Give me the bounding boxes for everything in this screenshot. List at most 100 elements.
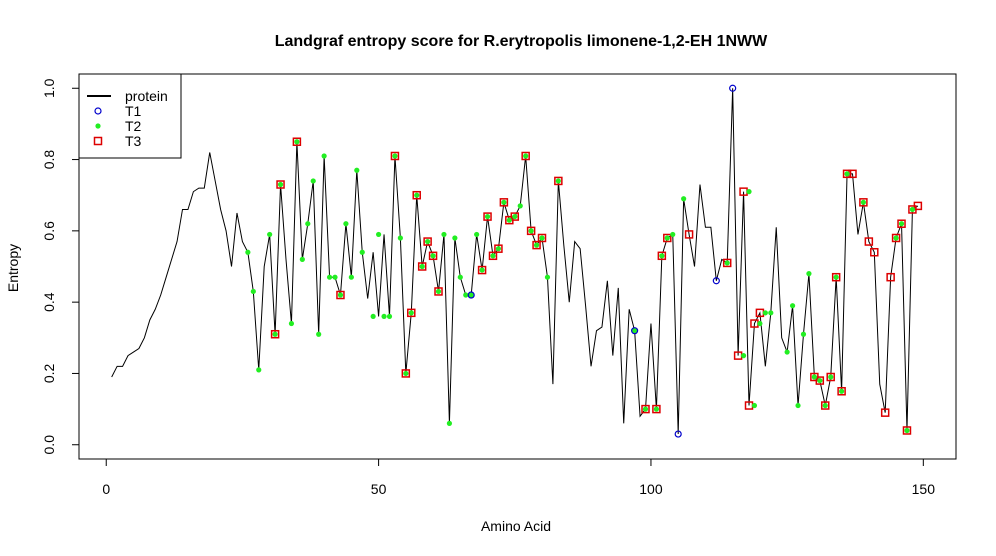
t2-point <box>822 402 828 409</box>
t3-point <box>815 376 825 385</box>
t3-point <box>837 387 846 396</box>
t2-point <box>386 313 393 320</box>
t2-point <box>441 231 447 238</box>
t2-point <box>893 235 899 241</box>
t3-point <box>276 180 285 189</box>
t3-point <box>554 176 563 186</box>
legend-t2-swatch <box>95 123 101 129</box>
t2-point <box>250 288 256 295</box>
t2-point <box>533 242 540 248</box>
t3-point <box>336 290 345 300</box>
t2-point <box>746 189 752 195</box>
t2-point <box>670 231 676 238</box>
legend-t3-swatch <box>93 136 103 146</box>
t3-point <box>417 262 427 271</box>
t2-point <box>528 228 534 234</box>
legend-label: T2 <box>125 118 142 134</box>
legend-label: T1 <box>125 103 142 119</box>
t2-point <box>539 235 545 241</box>
t2-point <box>839 388 845 394</box>
t3-point <box>657 251 667 261</box>
t3-point <box>428 251 438 261</box>
t3-point <box>270 329 280 339</box>
t3-point <box>891 233 901 243</box>
t2-point <box>517 203 523 209</box>
t2-point <box>245 249 251 255</box>
t2-point <box>512 213 518 220</box>
x-tick-label: 150 <box>912 481 936 497</box>
t3-point <box>537 233 547 243</box>
x-tick-label: 0 <box>102 481 110 497</box>
t3-point <box>831 272 841 282</box>
t2-point <box>664 235 670 241</box>
t1-point <box>674 430 682 438</box>
t2-point <box>811 374 817 380</box>
t1-point <box>631 327 639 335</box>
t2-point <box>419 263 425 270</box>
plot-area <box>111 84 923 438</box>
t3-point <box>401 369 411 378</box>
t2-point <box>348 274 354 280</box>
t3-point <box>532 240 541 250</box>
t2-point <box>789 303 796 309</box>
t2-point <box>272 331 278 337</box>
t1-point <box>729 84 737 92</box>
t2-point <box>642 406 649 412</box>
t2-point <box>375 231 382 238</box>
t1-point <box>712 277 720 285</box>
t2-point <box>299 256 305 262</box>
t2-point <box>321 153 327 159</box>
t2-point <box>817 377 823 384</box>
t2-point <box>403 370 409 377</box>
y-tick-label: 0.8 <box>41 150 57 170</box>
t2-point <box>495 246 502 252</box>
t2-point <box>762 310 768 316</box>
t2-point <box>256 367 262 373</box>
t3-point <box>826 372 835 382</box>
t2-point <box>430 253 436 259</box>
t2-point <box>490 253 496 259</box>
t3-point <box>483 212 492 221</box>
t2-point <box>659 253 665 259</box>
t2-point <box>337 292 344 298</box>
legend-t1-swatch <box>94 107 102 115</box>
y-axis: 0.0 0.2 0.4 0.6 0.8 1.0 <box>41 78 80 455</box>
t2-point <box>501 199 507 205</box>
y-tick-label: 0.0 <box>41 435 57 455</box>
t3-point <box>897 219 906 228</box>
t2-point <box>370 313 376 320</box>
t2-point <box>267 231 273 238</box>
t2-point <box>800 331 807 337</box>
t2-point <box>860 199 866 205</box>
t2-point <box>452 235 458 241</box>
t3-point <box>477 265 487 275</box>
t2-point <box>468 292 474 298</box>
legend-label: protein <box>125 88 168 104</box>
t2-point <box>457 274 463 280</box>
t1-point <box>467 291 475 299</box>
t2-point <box>288 320 295 327</box>
y-tick-label: 0.6 <box>41 221 57 241</box>
t3-point <box>684 230 694 239</box>
t3-point <box>488 251 498 261</box>
t2-point <box>844 171 850 177</box>
t2-point <box>316 331 322 337</box>
t2-point <box>435 288 442 295</box>
t3-point <box>434 287 443 296</box>
t3-point <box>494 244 503 253</box>
t2-point <box>463 292 469 298</box>
t3-point <box>886 272 895 282</box>
t3-point <box>864 237 874 246</box>
t3-point <box>390 151 400 161</box>
t3-point <box>663 233 672 243</box>
t2-point <box>653 406 660 412</box>
t2-point <box>768 310 774 316</box>
t2-point <box>784 349 790 355</box>
y-axis-label: Entropy <box>5 244 21 292</box>
t3-point <box>870 247 879 257</box>
t3-point <box>407 308 416 318</box>
t3-point <box>423 237 432 246</box>
y-tick-label: 0.4 <box>41 292 57 312</box>
